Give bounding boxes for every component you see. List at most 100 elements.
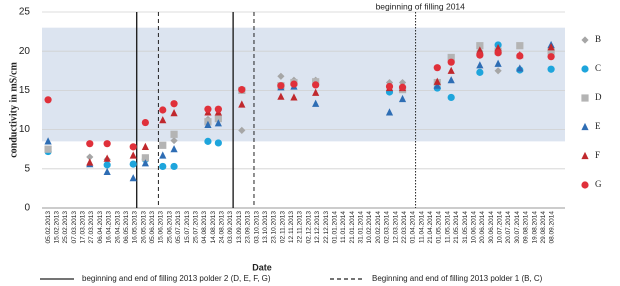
x-tick-label: 03.10.2013 [253, 211, 260, 244]
point [141, 142, 149, 150]
x-tick-label: 19.08.2014 [531, 211, 538, 244]
legend-label: F [595, 150, 600, 160]
legend-label: beginning and end of filling 2013 polder… [82, 274, 271, 283]
x-tick-label: 12.12.2013 [314, 211, 321, 244]
point [159, 116, 167, 124]
x-tick-label: 12.11.2013 [288, 211, 295, 243]
point [141, 159, 149, 167]
point [103, 154, 111, 162]
point [476, 42, 484, 50]
x-tick-label: 21.04.2014 [427, 211, 434, 244]
x-tick-label: 13.09.2013 [236, 211, 243, 244]
x-tick-label: 31.05.2014 [462, 211, 469, 244]
x-tick-label: 29.08.2014 [540, 211, 547, 244]
point [238, 100, 246, 108]
x-tick-label: 11.01.2014 [340, 211, 347, 243]
point [547, 43, 555, 51]
x-tick-label: 04.08.2013 [201, 211, 208, 244]
point [170, 130, 178, 138]
x-tick-label: 15.07.2013 [184, 211, 191, 244]
point [547, 53, 555, 61]
x-tick-label: 30.06.2014 [488, 211, 495, 244]
point [170, 136, 178, 145]
point [129, 143, 137, 151]
x-tick-label: 22.12.2013 [323, 211, 330, 244]
y-tick-label: 15 [19, 85, 31, 96]
point [277, 92, 285, 100]
legend-label: E [595, 121, 601, 131]
legend-marker [581, 122, 589, 131]
point [214, 115, 222, 123]
legend-marker [581, 151, 589, 160]
x-tick-label: 08.09.2014 [549, 211, 556, 244]
x-tick-label: 14.08.2013 [210, 211, 217, 244]
point [494, 67, 502, 75]
point [170, 145, 178, 153]
point [44, 96, 52, 104]
point [129, 160, 137, 168]
point [312, 99, 320, 107]
point [476, 51, 484, 59]
x-tick-label: 22.11.2013 [297, 211, 304, 243]
point [129, 151, 137, 159]
x-tick-label: 01.01.2014 [331, 211, 338, 244]
x-tick-label: 24.08.2013 [219, 211, 226, 244]
x-tick-label: 26.05.2013 [140, 211, 147, 244]
point [494, 43, 502, 52]
x-tick-label: 05.06.2013 [149, 211, 156, 244]
point [86, 158, 94, 166]
point [159, 151, 167, 159]
legend-marker [581, 94, 589, 102]
point [44, 137, 52, 145]
x-tick-label: 11.04.2014 [418, 211, 425, 243]
legend-label: B [595, 34, 601, 44]
legend-label: D [595, 92, 602, 102]
point [277, 72, 285, 80]
x-tick-label: 02.03.2014 [384, 211, 391, 244]
y-axis-title: conductivity in mS/cm [8, 62, 19, 158]
point [238, 126, 246, 134]
point [204, 137, 212, 145]
point [86, 153, 94, 161]
point [44, 145, 52, 153]
point [159, 106, 167, 114]
x-tick-label: 25.06.2013 [166, 211, 173, 244]
point [433, 77, 441, 85]
point [214, 139, 222, 147]
legend-marker [581, 36, 589, 44]
legend-label: G [595, 179, 602, 189]
legend-label: Beginning and end of filling 2013 polder… [372, 274, 543, 283]
x-tick-label: 02.11.2013 [279, 211, 286, 243]
x-tick-label: 23.10.2013 [271, 211, 278, 244]
point [103, 167, 111, 176]
point [447, 58, 455, 66]
x-tick-label: 12.03.2014 [392, 211, 399, 244]
x-tick-label: 10.06.2014 [470, 211, 477, 244]
band [42, 27, 565, 142]
x-tick-label: 05.07.2013 [175, 211, 182, 244]
x-tick-label: 11.05.2014 [444, 211, 451, 243]
x-tick-label: 01.04.2014 [410, 211, 417, 244]
point [447, 93, 455, 102]
x-tick-label: 17.03.2013 [80, 211, 87, 244]
y-tick-label: 20 [19, 46, 31, 57]
x-tick-label: 09.08.2014 [523, 211, 530, 244]
point [170, 109, 178, 117]
y-tick-label: 5 [24, 163, 30, 174]
x-tick-label: 20.02.2014 [375, 211, 382, 244]
point [159, 141, 167, 149]
x-axis-title: Date [252, 262, 272, 272]
x-tick-label: 06.04.2013 [97, 211, 104, 244]
legend-marker [581, 181, 589, 189]
point [103, 140, 111, 148]
point [214, 105, 222, 113]
point [290, 93, 298, 101]
point [476, 68, 484, 76]
x-tick-label: 15.06.2013 [158, 211, 165, 244]
point [398, 83, 407, 91]
x-tick-label: 25.02.2013 [62, 211, 69, 244]
x-tick-label: 07.03.2013 [71, 211, 78, 244]
x-tick-label: 05.02.2013 [45, 211, 52, 244]
x-tick-label: 15.02.2013 [53, 211, 60, 244]
